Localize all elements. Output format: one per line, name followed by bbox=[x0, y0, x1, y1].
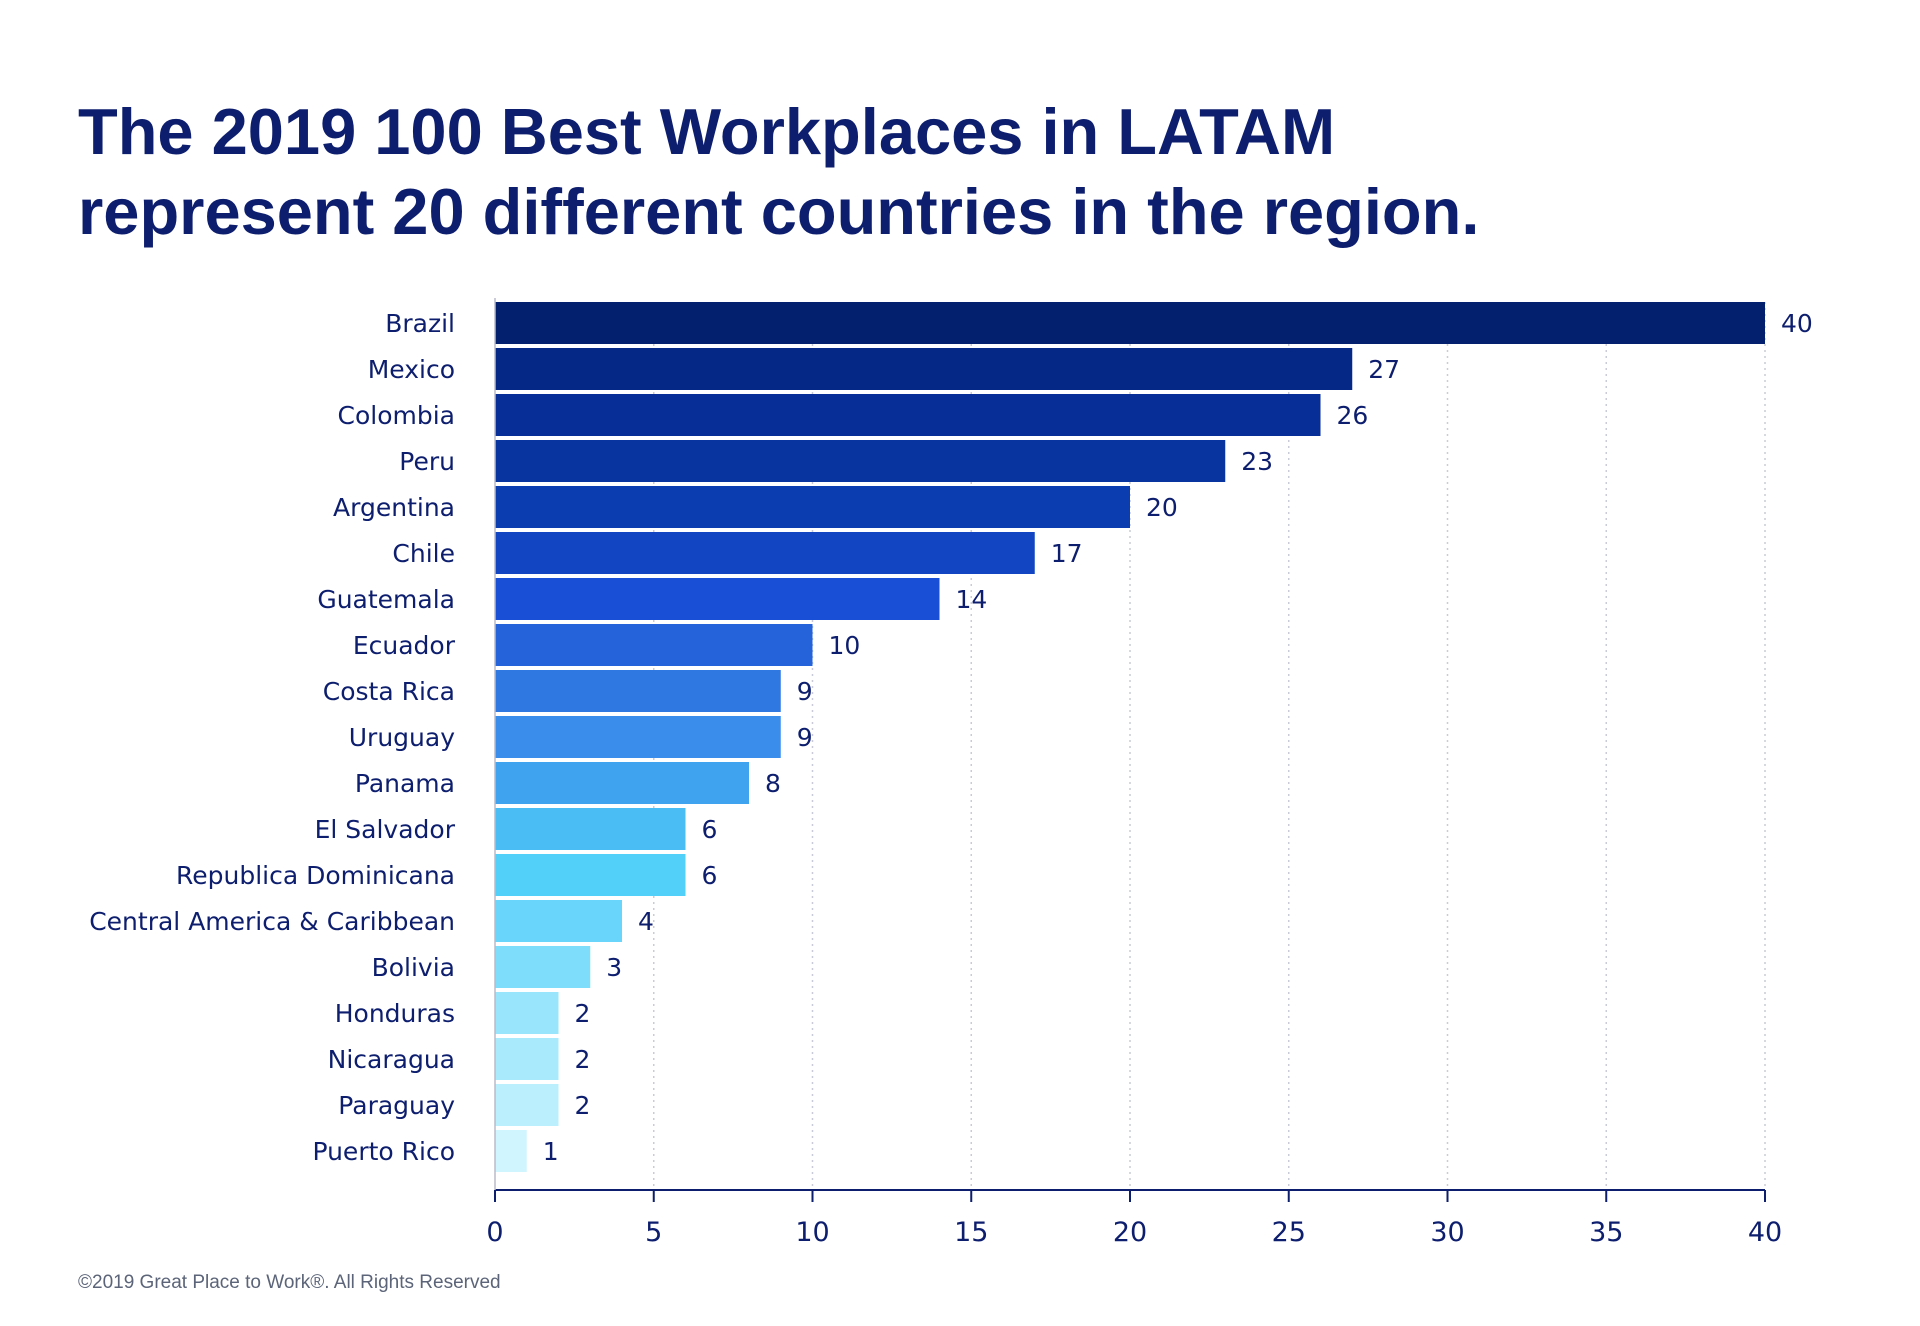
chart-title-line-2: represent 20 different countries in the … bbox=[78, 175, 1480, 248]
value-label: 17 bbox=[1051, 539, 1083, 568]
x-tick-label: 35 bbox=[1589, 1217, 1623, 1248]
bar bbox=[495, 440, 1226, 482]
x-tick-label: 15 bbox=[954, 1217, 988, 1248]
category-label: Paraguay bbox=[338, 1091, 455, 1120]
category-label: Costa Rica bbox=[323, 677, 455, 706]
value-label: 14 bbox=[956, 585, 988, 614]
x-tick-label: 30 bbox=[1430, 1217, 1464, 1248]
bar bbox=[495, 670, 781, 712]
bar bbox=[495, 1130, 527, 1172]
category-label: Central America & Caribbean bbox=[89, 907, 455, 936]
category-label: Colombia bbox=[338, 401, 455, 430]
x-tick-label: 40 bbox=[1748, 1217, 1782, 1248]
x-tick-label: 20 bbox=[1113, 1217, 1147, 1248]
bar bbox=[495, 532, 1035, 574]
value-label: 4 bbox=[638, 907, 654, 936]
category-label: Guatemala bbox=[317, 585, 455, 614]
category-label: Republica Dominicana bbox=[176, 861, 455, 890]
bars bbox=[495, 302, 1765, 1172]
bar bbox=[495, 1038, 559, 1080]
category-labels: Brazil Mexico Colombia Peru Argentina Chile Gu… bbox=[89, 309, 455, 1166]
value-label: 40 bbox=[1781, 309, 1813, 338]
value-label: 6 bbox=[702, 861, 718, 890]
bar bbox=[495, 486, 1130, 528]
bar bbox=[495, 302, 1765, 344]
category-label: Brazil bbox=[385, 309, 455, 338]
category-label: El Salvador bbox=[315, 815, 456, 844]
value-label: 9 bbox=[797, 723, 813, 752]
value-label: 2 bbox=[575, 1045, 591, 1074]
bar bbox=[495, 624, 813, 666]
value-label: 8 bbox=[765, 769, 781, 798]
value-label: 10 bbox=[829, 631, 861, 660]
bar bbox=[495, 946, 591, 988]
value-label: 26 bbox=[1337, 401, 1369, 430]
value-label: 2 bbox=[575, 1091, 591, 1120]
x-tick-label: 10 bbox=[795, 1217, 829, 1248]
category-label: Mexico bbox=[368, 355, 455, 384]
x-tick-label: 25 bbox=[1272, 1217, 1306, 1248]
category-label: Panama bbox=[355, 769, 455, 798]
x-tick-label: 0 bbox=[486, 1217, 503, 1248]
category-label: Ecuador bbox=[353, 631, 456, 660]
value-label: 9 bbox=[797, 677, 813, 706]
category-label: Argentina bbox=[333, 493, 455, 522]
value-label: 27 bbox=[1368, 355, 1400, 384]
category-label: Bolivia bbox=[372, 953, 455, 982]
value-label: 1 bbox=[543, 1137, 559, 1166]
bar bbox=[495, 992, 559, 1034]
category-label: Uruguay bbox=[349, 723, 455, 752]
value-label: 20 bbox=[1146, 493, 1178, 522]
bar bbox=[495, 348, 1353, 390]
category-label: Puerto Rico bbox=[312, 1137, 455, 1166]
value-label: 2 bbox=[575, 999, 591, 1028]
bar bbox=[495, 854, 686, 896]
category-label: Nicaragua bbox=[328, 1045, 455, 1074]
bar bbox=[495, 900, 622, 942]
copyright-footer: ©2019 Great Place to Work®. All Rights R… bbox=[78, 1272, 501, 1293]
value-label: 23 bbox=[1241, 447, 1273, 476]
bar bbox=[495, 578, 940, 620]
x-tick-label: 5 bbox=[645, 1217, 662, 1248]
category-label: Peru bbox=[399, 447, 455, 476]
category-label: Honduras bbox=[335, 999, 455, 1028]
chart-title: The 2019 100 Best Workplaces in LATAM re… bbox=[78, 92, 1778, 252]
bar bbox=[495, 1084, 559, 1126]
bar bbox=[495, 394, 1321, 436]
bar bbox=[495, 716, 781, 758]
x-axis: 0 5 10 15 20 25 30 35 40 bbox=[486, 298, 1782, 1248]
chart-title-line-1: The 2019 100 Best Workplaces in LATAM bbox=[78, 95, 1336, 168]
value-label: 3 bbox=[606, 953, 622, 982]
category-label: Chile bbox=[392, 539, 455, 568]
bar bbox=[495, 808, 686, 850]
bar bbox=[495, 762, 749, 804]
value-label: 6 bbox=[702, 815, 718, 844]
